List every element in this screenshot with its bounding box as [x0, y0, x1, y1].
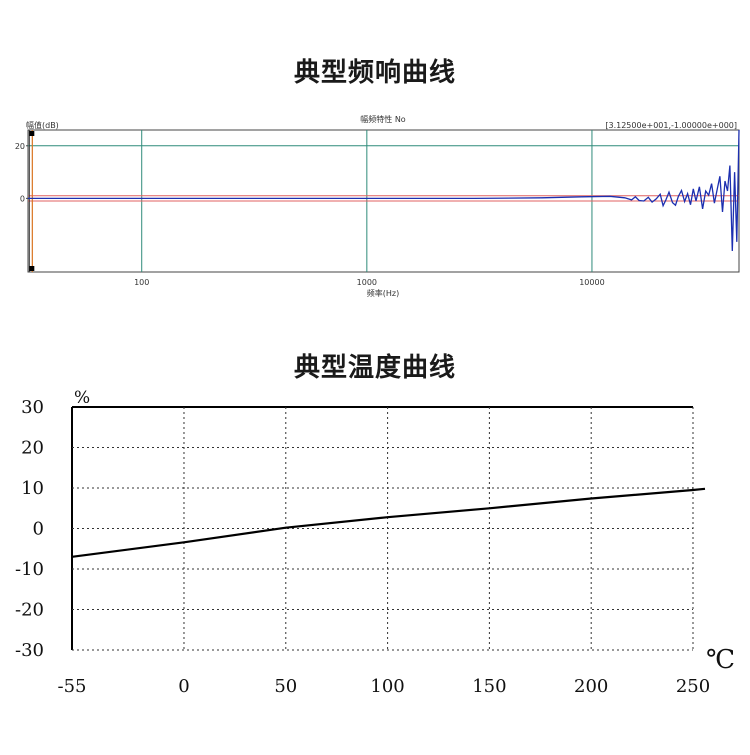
- freq-y-tick-label: 0: [20, 194, 25, 203]
- temp-x-tick-label: 0: [178, 676, 189, 697]
- freq-y-axis-label: 幅值(dB): [26, 120, 59, 130]
- freq-cursor-marker: [28, 130, 35, 272]
- temp-x-tick-label: -55: [58, 676, 87, 697]
- temp-y-tick-label: -10: [15, 559, 44, 580]
- freq-corner-readout: [3.12500e+001,-1.00000e+000]: [605, 121, 737, 130]
- freq-y-tick-label: 20: [15, 142, 25, 151]
- freq-marker-handle: [29, 266, 35, 271]
- temp-x-tick-label: 250: [676, 676, 710, 697]
- temperature-curve-title: 典型温度曲线: [293, 353, 456, 383]
- freq-chart-title: 幅频特性 No: [360, 114, 406, 124]
- freq-reference-lines: [28, 145, 739, 202]
- freq-x-tick-label: 100: [134, 278, 149, 287]
- temp-x-axis-label: ℃: [706, 645, 735, 675]
- temp-y-tick-label: -20: [15, 600, 44, 621]
- temp-y-tick-label: 20: [21, 438, 44, 459]
- temp-y-tick-label: 0: [33, 519, 44, 540]
- freq-tick-labels: 100 1000 10000 20 0: [15, 142, 605, 287]
- temp-y-tick-label: -30: [15, 640, 44, 661]
- temp-grid: [71, 406, 694, 651]
- freq-marker-handle: [29, 131, 35, 136]
- frequency-response-chart: 100 1000 10000 20 0 幅值(dB) 幅频特性 No [3.12500e…: [15, 114, 740, 298]
- freq-x-tick-label: 1000: [357, 278, 377, 287]
- temp-y-tick-label: 10: [21, 478, 44, 499]
- temp-x-tick-label: 100: [370, 676, 404, 697]
- temp-x-tick-label: 50: [274, 676, 297, 697]
- temp-y-tick-label: 30: [21, 397, 44, 418]
- freq-x-axis-label: 频率(Hz): [367, 288, 399, 298]
- freq-x-tick-label: 10000: [579, 278, 604, 287]
- temp-x-tick-label: 150: [472, 676, 506, 697]
- temp-y-axis-label: %: [74, 388, 90, 408]
- frequency-response-title: 典型频响曲线: [293, 58, 456, 88]
- temp-x-tick-label: 200: [574, 676, 608, 697]
- temp-series-line: [71, 487, 706, 558]
- freq-series-line: [28, 129, 740, 252]
